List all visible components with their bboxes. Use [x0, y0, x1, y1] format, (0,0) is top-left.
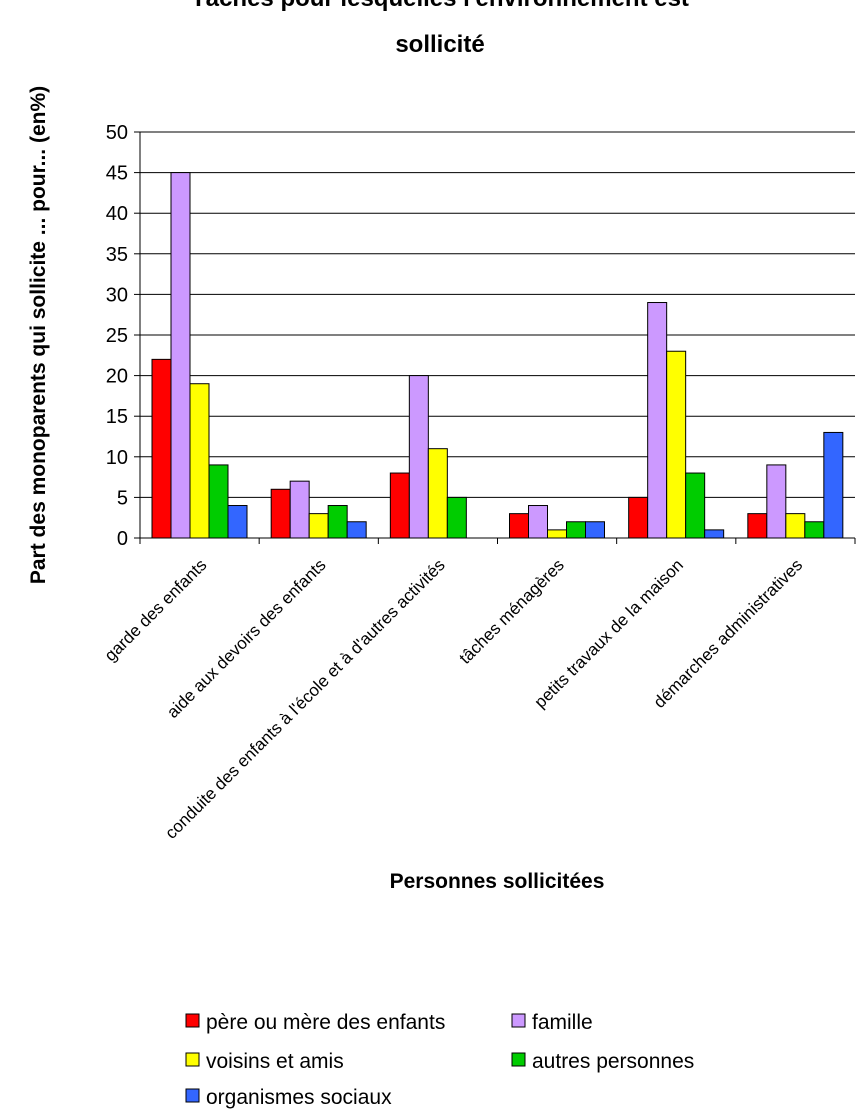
bar [509, 513, 529, 539]
bar [685, 472, 706, 539]
y-tick-label: 0 [117, 528, 128, 550]
y-tick-label: 35 [106, 244, 128, 266]
y-axis-label: Part des monoparents qui sollicite ... p… [27, 86, 50, 584]
y-tick-label: 5 [117, 487, 128, 509]
bar [170, 172, 191, 539]
bar [766, 464, 787, 539]
y-tick-label: 45 [106, 163, 128, 185]
legend-label: autres personnes [532, 1050, 694, 1073]
bar [408, 375, 429, 539]
bar [227, 505, 248, 539]
bar [647, 302, 668, 539]
legend-swatch [185, 1052, 200, 1067]
bar [427, 448, 448, 539]
bar [628, 496, 649, 539]
legend-swatch [185, 1013, 200, 1028]
bar [208, 464, 229, 539]
bar [823, 431, 844, 539]
x-tick-label: tâches ménagères [456, 555, 568, 667]
legend-swatch [511, 1013, 526, 1028]
y-axis: 0 5 10 15 20 25 30 35 40 45 50 [106, 122, 141, 550]
bar [346, 521, 367, 539]
legend-label: voisins et amis [206, 1050, 344, 1073]
bar [308, 513, 329, 539]
y-tick-label: 20 [106, 366, 128, 388]
x-tick-label: garde des enfants [101, 555, 211, 665]
bar [389, 472, 410, 539]
chart-title-line-2: sollicité [395, 31, 484, 58]
legend: père ou mère des enfants famille voisins e… [185, 1011, 694, 1109]
plot-area [151, 172, 844, 539]
bar [566, 521, 586, 539]
bar [446, 496, 467, 539]
y-tick-label: 25 [106, 325, 128, 347]
y-tick-label: 40 [106, 203, 128, 225]
y-tick-label: 50 [106, 122, 128, 144]
bar [804, 521, 825, 539]
bar [785, 513, 806, 539]
legend-label: famille [532, 1011, 593, 1034]
bar [704, 529, 725, 539]
bar [747, 513, 768, 539]
legend-label: organismes sociaux [206, 1086, 392, 1109]
bar [151, 358, 172, 539]
legend-label: père ou mère des enfants [206, 1011, 445, 1034]
bar [528, 505, 548, 539]
bar [327, 505, 348, 539]
bar [547, 529, 567, 539]
legend-swatch [185, 1088, 200, 1103]
legend-swatch [511, 1052, 526, 1067]
bar [666, 350, 687, 539]
y-tick-label: 30 [106, 284, 128, 306]
bar [270, 488, 291, 539]
gridlines [140, 131, 855, 498]
x-tick-label: conduite des enfants à l'école et à d'au… [161, 555, 448, 842]
bar [189, 383, 210, 539]
chart-title: Tâches pour lesquelles l'environnement e… [191, 0, 689, 58]
x-axis-label: Personnes sollicitées [390, 870, 605, 893]
chart-title-line-1: Tâches pour lesquelles l'environnement e… [191, 0, 689, 12]
bar [289, 480, 310, 539]
y-tick-label: 15 [106, 406, 128, 428]
y-tick-label: 10 [106, 447, 128, 469]
bar [585, 521, 605, 539]
